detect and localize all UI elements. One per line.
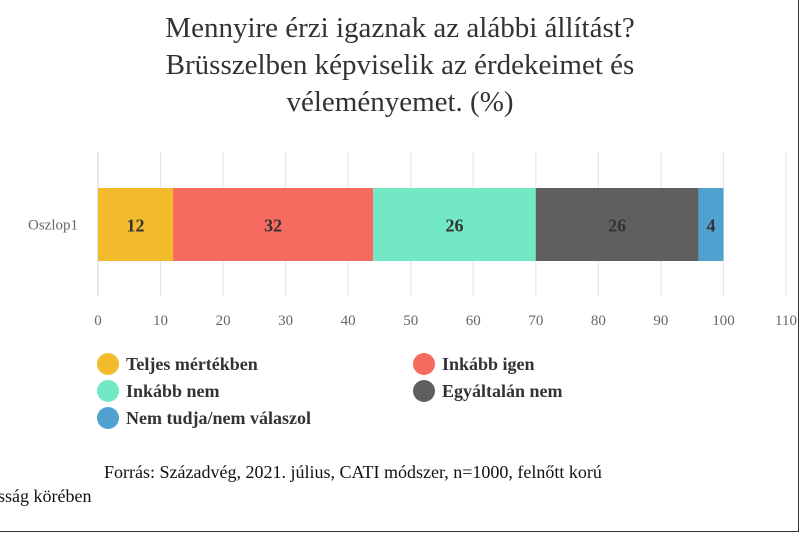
bar-segment [698,188,724,261]
x-tick-label: 20 [216,313,231,329]
x-tick-label: 60 [466,313,481,329]
legend-item: Egyáltalán nem [413,380,563,402]
legend-item: Teljes mértékben [97,353,258,375]
x-tick-label: 80 [591,313,606,329]
chart-title: Mennyire érzi igaznak az alábbi állítást… [0,10,800,121]
bar-segment [535,188,699,261]
legend-swatch [413,353,435,375]
legend-label: Inkább nem [126,380,220,401]
bar-data-label: 12 [127,216,145,236]
legend-swatch [97,380,119,402]
x-tick-label: 70 [528,313,543,329]
legend-item: Nem tudja/nem válaszol [97,407,311,429]
x-tick-label: 40 [341,313,356,329]
chart-legend: Teljes mértékben Inkább igen Inkább nem Egy… [97,353,717,437]
legend-swatch [97,353,119,375]
bar-data-label: 26 [608,216,626,236]
x-tick-label: 30 [278,313,293,329]
bar-data-label: 26 [446,216,464,236]
source-line-1: Forrás: Századvég, 2021. július, CATI mó… [104,462,602,482]
chart-title-line-1: Mennyire érzi igaznak az alábbi állítást… [165,12,635,44]
y-category-label: Oszlop1 [28,218,78,234]
bar-segment [98,188,174,261]
x-tick-label: 110 [775,313,797,329]
x-tick-label: 50 [403,313,418,329]
x-tick-label: 10 [153,313,168,329]
legend-swatch [97,407,119,429]
chart-title-line-3: véleményemet. (%) [286,86,514,118]
x-tick-label: 90 [653,313,668,329]
source-line-2: sság körében [0,486,92,506]
chart-title-line-2: Brüsszelben képviselik az érdekeimet és [165,49,635,81]
bar-data-label: 32 [264,216,282,236]
legend-item: Inkább nem [97,380,220,402]
legend-label: Egyáltalán nem [442,380,563,401]
legend-label: Inkább igen [442,353,535,374]
legend-swatch [413,380,435,402]
legend-label: Teljes mértékben [126,353,258,374]
legend-item: Inkább igen [413,353,535,375]
legend-label: Nem tudja/nem válaszol [126,407,311,428]
x-tick-label: 100 [712,313,735,329]
bar-segment [173,188,374,261]
x-tick-label: 0 [94,313,102,329]
bar-segment [373,188,536,261]
bar-data-label: 4 [706,216,715,236]
